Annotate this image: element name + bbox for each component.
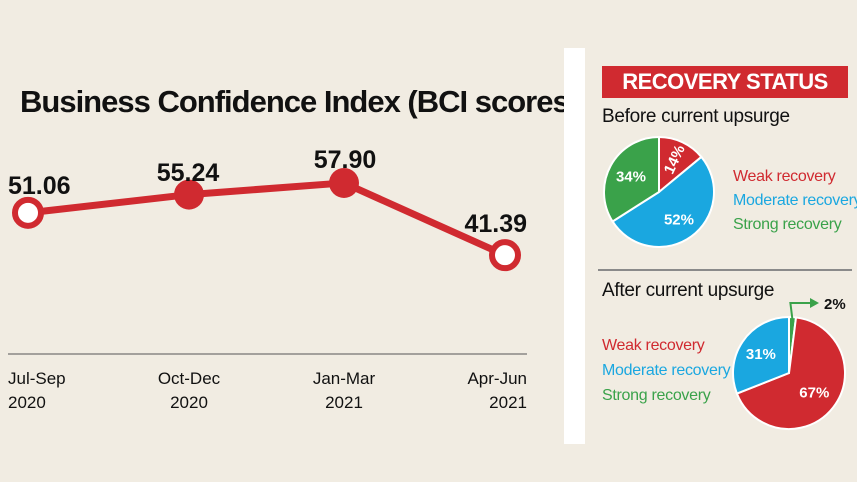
bci-series-line xyxy=(24,179,509,259)
x-tick-label-0-1: 2020 xyxy=(8,393,46,412)
before-upsurge-pie: 14%52%34% xyxy=(603,135,715,248)
strong-slice-arrowhead xyxy=(810,298,819,308)
x-tick-label-1-0: Oct-Dec xyxy=(158,369,221,388)
pie-slice-moderate-recovery xyxy=(732,315,790,395)
before-legend-weak: Weak recovery xyxy=(733,168,836,185)
after-legend-weak: Weak recovery xyxy=(602,337,705,354)
panel-divider xyxy=(564,48,585,444)
line-chart-plot: 51.06 55.24 57.90 41.39 Jul-Sep 2020 Oct-Dec 20… xyxy=(8,146,527,412)
pie-label-strong-recovery: 34% xyxy=(616,169,646,186)
pie-slice-moderate-recovery xyxy=(611,155,715,248)
x-tick-label-2-1: 2021 xyxy=(325,393,363,412)
recovery-status-panel: RECOVERY STATUS Before current upsurge 1… xyxy=(594,58,857,458)
x-tick-label-1-1: 2020 xyxy=(170,393,208,412)
data-point-0 xyxy=(12,196,44,229)
pie-label-strong-recovery: 2% xyxy=(824,296,846,313)
after-legend-strong: Strong recovery xyxy=(602,387,711,404)
section-divider xyxy=(598,269,852,271)
after-upsurge-pie: 67% 31% 2% xyxy=(732,296,846,430)
x-tick-label-3-1: 2021 xyxy=(489,393,527,412)
value-label-0: 51.06 xyxy=(8,172,71,200)
pie-label-weak-recovery: 67% xyxy=(799,385,829,402)
x-tick-label-2-0: Jan-Mar xyxy=(313,369,376,388)
value-label-2: 57.90 xyxy=(314,146,377,174)
data-point-1 xyxy=(174,179,204,210)
value-label-1: 55.24 xyxy=(157,159,220,187)
pie-slice-strong-recovery xyxy=(603,135,660,223)
pie-label-moderate-recovery: 31% xyxy=(746,346,776,363)
before-upsurge-title: Before current upsurge xyxy=(602,106,790,127)
value-label-3: 41.39 xyxy=(464,210,527,238)
recovery-status-banner: RECOVERY STATUS xyxy=(602,66,848,98)
after-legend-moderate: Moderate recovery xyxy=(602,362,731,379)
before-legend-strong: Strong recovery xyxy=(733,216,842,233)
pie-label-moderate-recovery: 52% xyxy=(664,212,694,229)
bci-line-chart: Business Confidence Index (BCI scores) 5… xyxy=(8,84,579,412)
chart-title: Business Confidence Index (BCI scores) xyxy=(20,84,579,119)
before-legend-moderate: Moderate recovery xyxy=(733,192,857,209)
pie-slice-weak-recovery xyxy=(735,316,846,430)
strong-slice-leader xyxy=(789,302,813,320)
x-tick-label-0-0: Jul-Sep xyxy=(8,369,66,388)
after-upsurge-title: After current upsurge xyxy=(602,280,775,301)
x-tick-label-3-0: Apr-Jun xyxy=(467,369,527,388)
data-point-3 xyxy=(489,239,521,272)
data-point-2 xyxy=(329,167,359,198)
